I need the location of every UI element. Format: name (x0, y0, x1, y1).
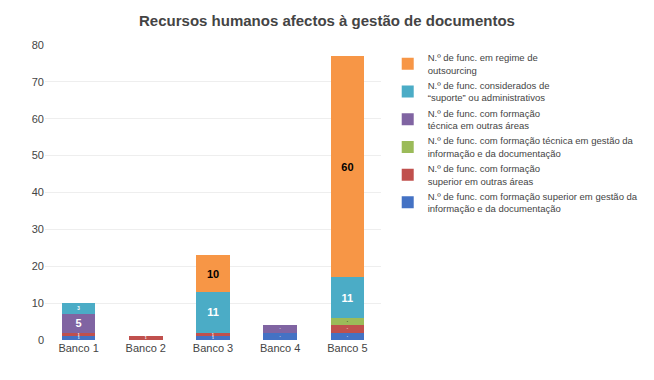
svg-text:N.º de func. com formaçãosuper: N.º de func. com formaçãosuperior em out… (428, 163, 540, 186)
svg-text:Banco 1: Banco 1 (58, 342, 98, 354)
svg-text:Banco 5: Banco 5 (327, 342, 367, 354)
svg-text:2: 2 (347, 336, 348, 337)
svg-text:N.º de func. com formaçãotécni: N.º de func. com formaçãotécnica em outr… (428, 108, 540, 131)
svg-text:40: 40 (32, 186, 44, 198)
svg-text:80: 80 (32, 39, 44, 51)
svg-text:Recursos humanos afectos à ges: Recursos humanos afectos à gestão de doc… (139, 12, 515, 29)
svg-text:1: 1 (212, 333, 214, 337)
svg-text:70: 70 (32, 76, 44, 88)
svg-text:11: 11 (207, 306, 219, 318)
svg-text:N.º de func. com formação supe: N.º de func. com formação superior em ge… (428, 191, 638, 214)
svg-text:10: 10 (32, 297, 44, 309)
svg-text:3: 3 (77, 306, 80, 311)
svg-text:5: 5 (76, 317, 82, 329)
svg-text:N.º de func. com formação técn: N.º de func. com formação técnica em ges… (428, 135, 634, 158)
svg-text:60: 60 (341, 161, 353, 173)
svg-text:Banco 2: Banco 2 (126, 342, 166, 354)
svg-text:60: 60 (32, 113, 44, 125)
svg-text:2: 2 (280, 336, 281, 337)
svg-text:Banco 4: Banco 4 (260, 342, 300, 354)
svg-text:10: 10 (207, 268, 219, 280)
svg-text:Banco 3: Banco 3 (193, 342, 233, 354)
svg-text:20: 20 (32, 260, 44, 272)
svg-text:2: 2 (347, 328, 348, 329)
svg-text:N.º de func. considerados de“s: N.º de func. considerados de“suporte” ou… (428, 80, 550, 103)
svg-text:1: 1 (78, 333, 80, 337)
svg-text:1: 1 (145, 336, 147, 340)
svg-text:50: 50 (32, 149, 44, 161)
svg-text:1: 1 (212, 336, 214, 340)
svg-text:2: 2 (280, 328, 281, 329)
svg-text:2: 2 (347, 321, 348, 322)
svg-text:11: 11 (342, 292, 354, 304)
svg-text:1: 1 (78, 336, 80, 340)
svg-text:30: 30 (32, 223, 44, 235)
svg-text:N.º de func. em regime deoutso: N.º de func. em regime deoutsourcing (428, 52, 538, 75)
svg-text:0: 0 (38, 334, 44, 346)
